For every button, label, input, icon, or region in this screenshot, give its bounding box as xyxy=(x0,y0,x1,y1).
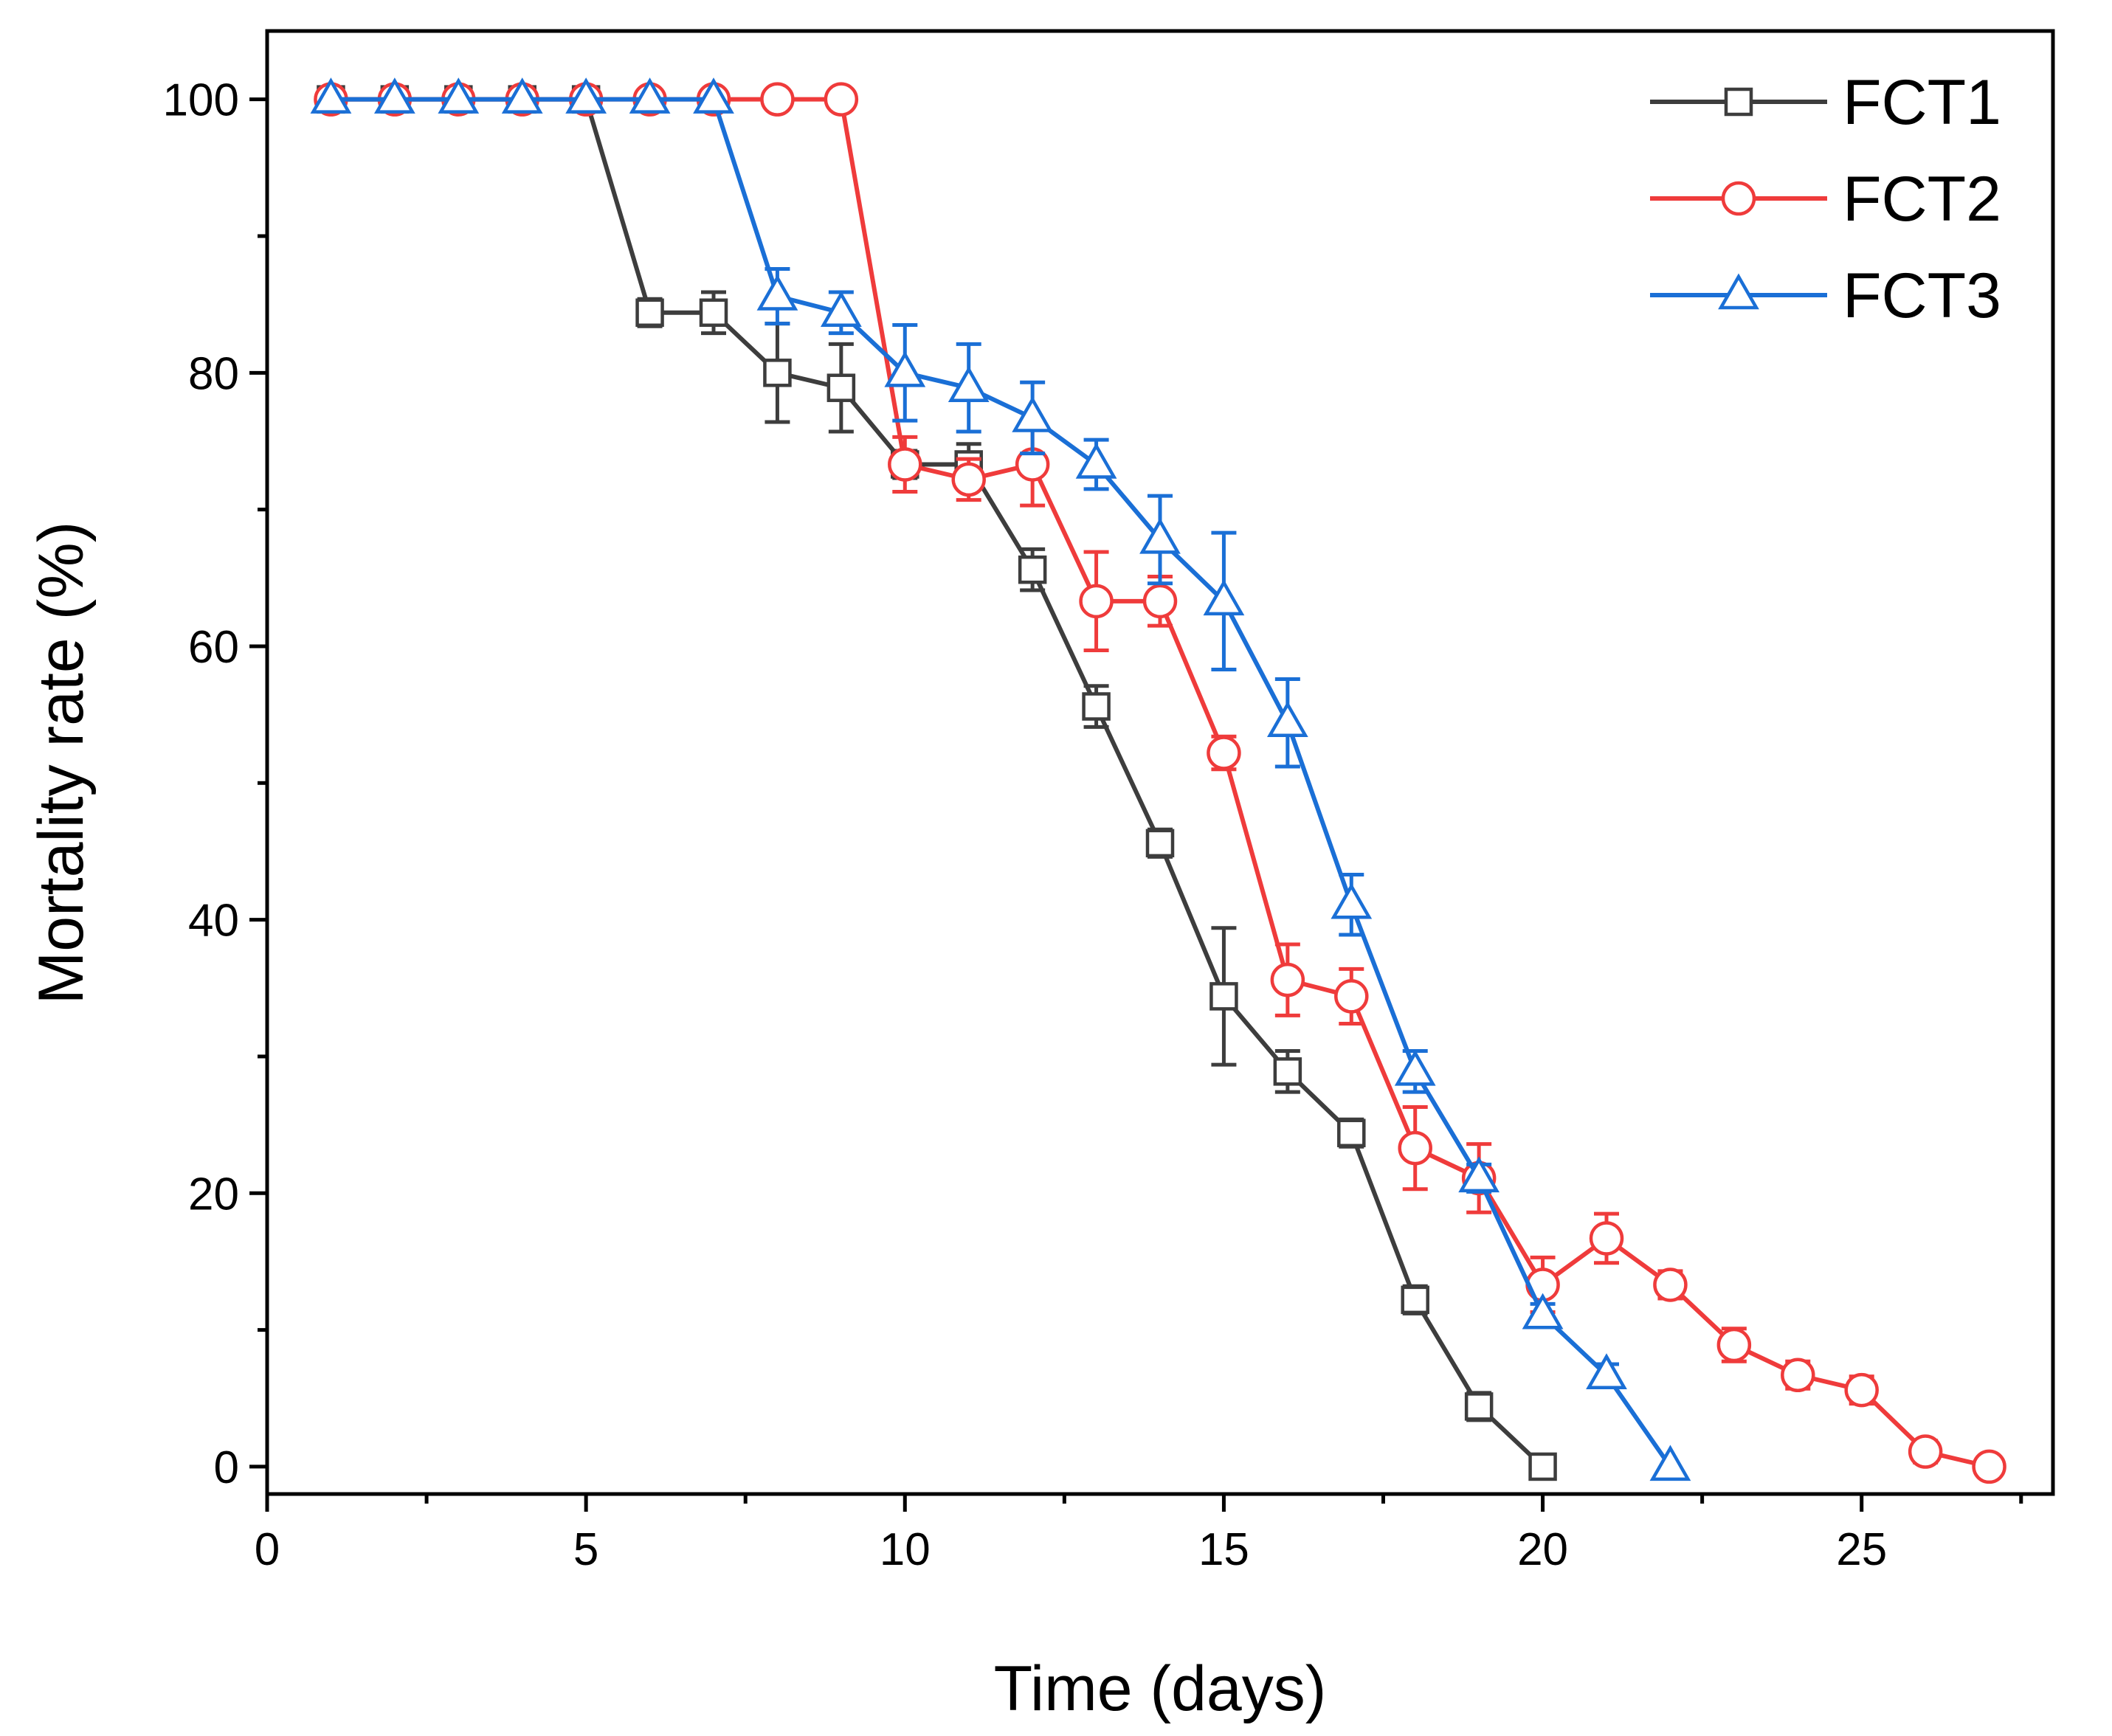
y-tick-label-0: 0 xyxy=(214,1442,239,1493)
data-point-fct1-16 xyxy=(1273,1057,1302,1086)
data-point-fct2-9 xyxy=(824,82,859,117)
data-point-fct3-10 xyxy=(884,350,926,387)
data-point-fct3-6 xyxy=(629,77,671,114)
data-point-fct3-11 xyxy=(948,366,990,402)
data-point-fct3-4 xyxy=(501,77,543,114)
data-point-fct2-10 xyxy=(888,447,922,482)
data-point-fct2-27 xyxy=(1972,1449,2006,1484)
x-tick-label-5: 25 xyxy=(1836,1524,1887,1575)
series-line-fct1 xyxy=(331,97,1545,1469)
data-point-fct3-1 xyxy=(310,77,352,114)
plot-frame xyxy=(265,29,2055,1496)
legend-label-fct2: FCT2 xyxy=(1843,164,2001,235)
data-point-fct2-16 xyxy=(1270,962,1305,997)
data-point-fct3-5 xyxy=(565,77,607,114)
data-point-fct3-21 xyxy=(1586,1353,1627,1390)
y-tick-label-3: 60 xyxy=(188,622,239,673)
data-point-fct2-17 xyxy=(1334,979,1369,1014)
legend-label-fct3: FCT3 xyxy=(1843,260,2001,331)
x-tick-label-4: 20 xyxy=(1517,1524,1568,1575)
data-point-fct2-21 xyxy=(1589,1221,1624,1256)
data-point-fct3-18 xyxy=(1394,1049,1436,1086)
data-point-fct2-8 xyxy=(760,82,795,117)
data-point-fct3-12 xyxy=(1012,395,1054,432)
data-point-fct2-15 xyxy=(1207,736,1241,770)
data-point-fct2-24 xyxy=(1781,1358,1815,1393)
data-point-fct2-23 xyxy=(1716,1327,1752,1363)
data-point-fct3-20 xyxy=(1522,1293,1564,1329)
y-tick-label-5: 100 xyxy=(163,75,239,126)
data-point-fct3-9 xyxy=(820,291,862,328)
legend-label-fct1: FCT1 xyxy=(1843,67,2001,138)
data-point-fct1-18 xyxy=(1401,1285,1429,1315)
series-fct3 xyxy=(310,77,1691,1481)
data-point-fct3-13 xyxy=(1075,442,1117,479)
y-axis-title: Mortality rate (%) xyxy=(26,522,97,1005)
data-point-fct1-9 xyxy=(826,373,856,402)
data-point-fct3-8 xyxy=(756,274,798,311)
data-point-fct3-2 xyxy=(373,77,415,114)
data-point-fct1-20 xyxy=(1528,1452,1557,1481)
data-point-fct2-18 xyxy=(1398,1130,1432,1166)
data-point-fct3-19 xyxy=(1458,1156,1500,1193)
data-point-fct1-8 xyxy=(763,359,792,387)
x-tick-label-2: 10 xyxy=(880,1524,931,1575)
legend-entry-fct3: FCT3 xyxy=(1650,260,2001,331)
data-point-fct3-17 xyxy=(1331,882,1373,919)
data-point-fct3-14 xyxy=(1139,517,1181,554)
data-point-fct1-17 xyxy=(1337,1118,1366,1147)
data-point-fct2-13 xyxy=(1079,584,1114,619)
legend-marker-fct3 xyxy=(1718,273,1759,310)
legend-entry-fct2: FCT2 xyxy=(1650,164,2001,235)
legend-marker-fct2 xyxy=(1721,181,1756,216)
data-point-fct2-25 xyxy=(1844,1372,1879,1408)
data-point-fct3-16 xyxy=(1266,701,1308,738)
data-point-fct2-14 xyxy=(1142,584,1178,619)
plot-content xyxy=(310,77,2006,1484)
data-point-fct1-12 xyxy=(1018,555,1047,584)
series-fct1 xyxy=(317,85,1557,1481)
data-point-fct3-3 xyxy=(438,77,480,114)
data-point-fct1-19 xyxy=(1464,1392,1494,1421)
series-line-fct3 xyxy=(331,97,1672,1468)
data-point-fct3-22 xyxy=(1649,1445,1691,1481)
data-point-fct2-11 xyxy=(951,462,986,497)
data-point-fct3-15 xyxy=(1203,579,1245,616)
x-axis: 0 5 10 15 20 25 xyxy=(255,1494,2023,1575)
x-tick-label-3: 15 xyxy=(1198,1524,1249,1575)
data-point-fct1-7 xyxy=(699,298,728,328)
y-tick-label-1: 20 xyxy=(188,1169,239,1220)
data-point-fct1-15 xyxy=(1209,982,1238,1011)
data-point-fct3-7 xyxy=(693,77,734,114)
legend: FCT1 FCT2 FCT3 xyxy=(1650,67,2001,331)
data-point-fct1-13 xyxy=(1082,692,1111,721)
data-point-fct1-6 xyxy=(635,298,664,328)
x-axis-title: Time (days) xyxy=(994,1653,1327,1724)
y-tick-label-4: 80 xyxy=(188,348,239,399)
x-tick-label-1: 5 xyxy=(573,1524,598,1575)
y-axis: 0 20 40 60 80 100 xyxy=(163,75,267,1493)
legend-marker-fct1 xyxy=(1724,87,1753,117)
legend-entry-fct1: FCT1 xyxy=(1650,67,2001,138)
x-tick-label-0: 0 xyxy=(255,1524,280,1575)
data-point-fct2-26 xyxy=(1908,1434,1943,1469)
y-tick-label-2: 40 xyxy=(188,896,239,947)
data-point-fct1-14 xyxy=(1145,829,1175,858)
data-point-fct2-22 xyxy=(1653,1268,1688,1302)
